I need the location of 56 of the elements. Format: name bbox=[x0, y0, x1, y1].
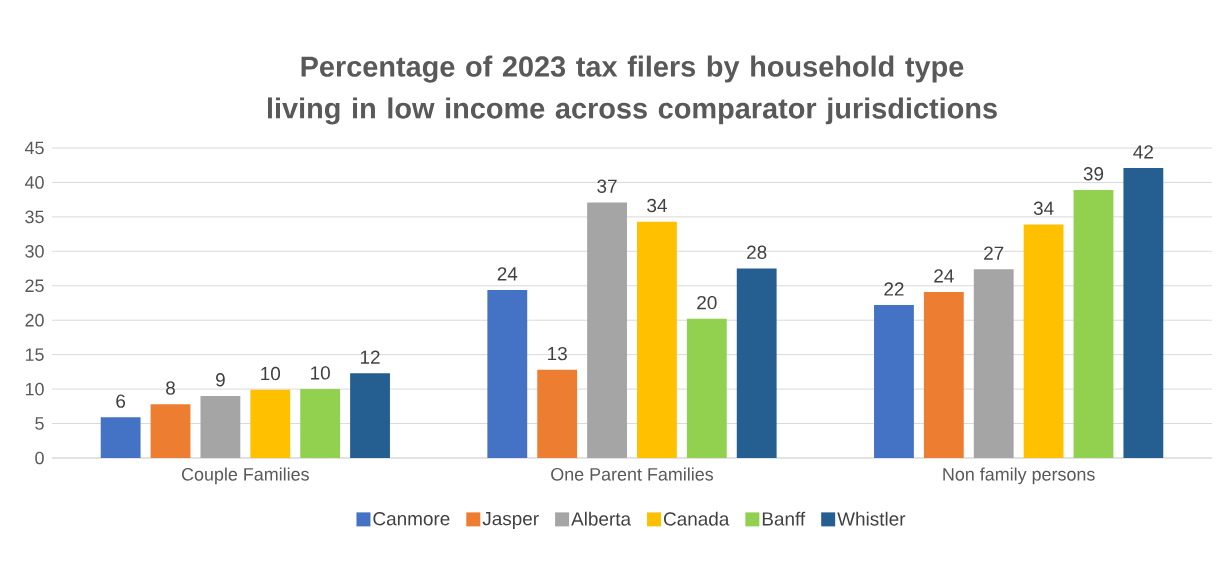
legend-label: Canmore bbox=[373, 512, 450, 526]
data-label: 13 bbox=[548, 346, 567, 361]
bar bbox=[1023, 224, 1064, 458]
bar bbox=[300, 389, 341, 458]
bar bbox=[637, 221, 677, 458]
data-label: 10 bbox=[311, 366, 330, 380]
y-tick-label: 15 bbox=[25, 348, 44, 361]
bar bbox=[686, 318, 727, 458]
data-label: 27 bbox=[984, 246, 1004, 260]
x-tick-label: Non family persons bbox=[943, 467, 1095, 485]
legend-label: Jasper bbox=[482, 512, 539, 530]
x-tick-label: One Parent Families bbox=[551, 467, 714, 481]
bar bbox=[874, 305, 914, 458]
bar bbox=[1073, 190, 1114, 458]
data-label: 34 bbox=[1033, 201, 1054, 215]
bar bbox=[200, 395, 241, 458]
data-label: 37 bbox=[597, 179, 617, 193]
data-label: 42 bbox=[1133, 145, 1153, 159]
data-label: 39 bbox=[1083, 167, 1104, 181]
data-label: 6 bbox=[116, 394, 126, 408]
y-tick-label: 10 bbox=[25, 382, 44, 396]
bar bbox=[100, 417, 141, 458]
data-label: 12 bbox=[360, 350, 380, 364]
y-tick-label: 30 bbox=[25, 244, 44, 258]
data-label: 34 bbox=[647, 198, 667, 213]
legend-label: Canada bbox=[664, 511, 730, 526]
bar bbox=[537, 369, 578, 458]
bar bbox=[487, 289, 528, 458]
y-tick-label: 40 bbox=[24, 176, 44, 189]
legend-label: Alberta bbox=[571, 511, 632, 526]
x-tick-label: Couple Families bbox=[181, 467, 309, 485]
bar bbox=[923, 291, 964, 458]
y-tick-label: 5 bbox=[35, 417, 44, 430]
data-label: 20 bbox=[697, 295, 717, 310]
data-label: 24 bbox=[497, 267, 518, 281]
data-label: 10 bbox=[261, 366, 281, 381]
bar bbox=[1123, 167, 1164, 458]
data-label: 24 bbox=[934, 269, 954, 283]
bar bbox=[973, 269, 1014, 458]
legend-label: Whistler bbox=[837, 511, 906, 526]
data-label: 8 bbox=[166, 381, 175, 395]
bar bbox=[736, 268, 777, 458]
bar bbox=[350, 373, 390, 458]
y-tick-label: 35 bbox=[25, 210, 44, 224]
y-tick-label: 25 bbox=[25, 279, 44, 293]
data-label: 22 bbox=[884, 282, 904, 296]
bar bbox=[587, 202, 627, 458]
y-tick-label: 20 bbox=[25, 313, 44, 327]
data-label: 28 bbox=[747, 245, 767, 260]
chart-title: Percentage of 2023 tax filers by household type living in low income across comparator jurisdictions bbox=[267, 55, 997, 125]
legend-label: Banff bbox=[762, 511, 806, 526]
bar bbox=[250, 389, 291, 458]
data-label: 9 bbox=[216, 373, 225, 387]
y-tick-label: 45 bbox=[24, 141, 44, 155]
y-tick-label: 0 bbox=[35, 451, 44, 465]
bar bbox=[150, 404, 191, 458]
